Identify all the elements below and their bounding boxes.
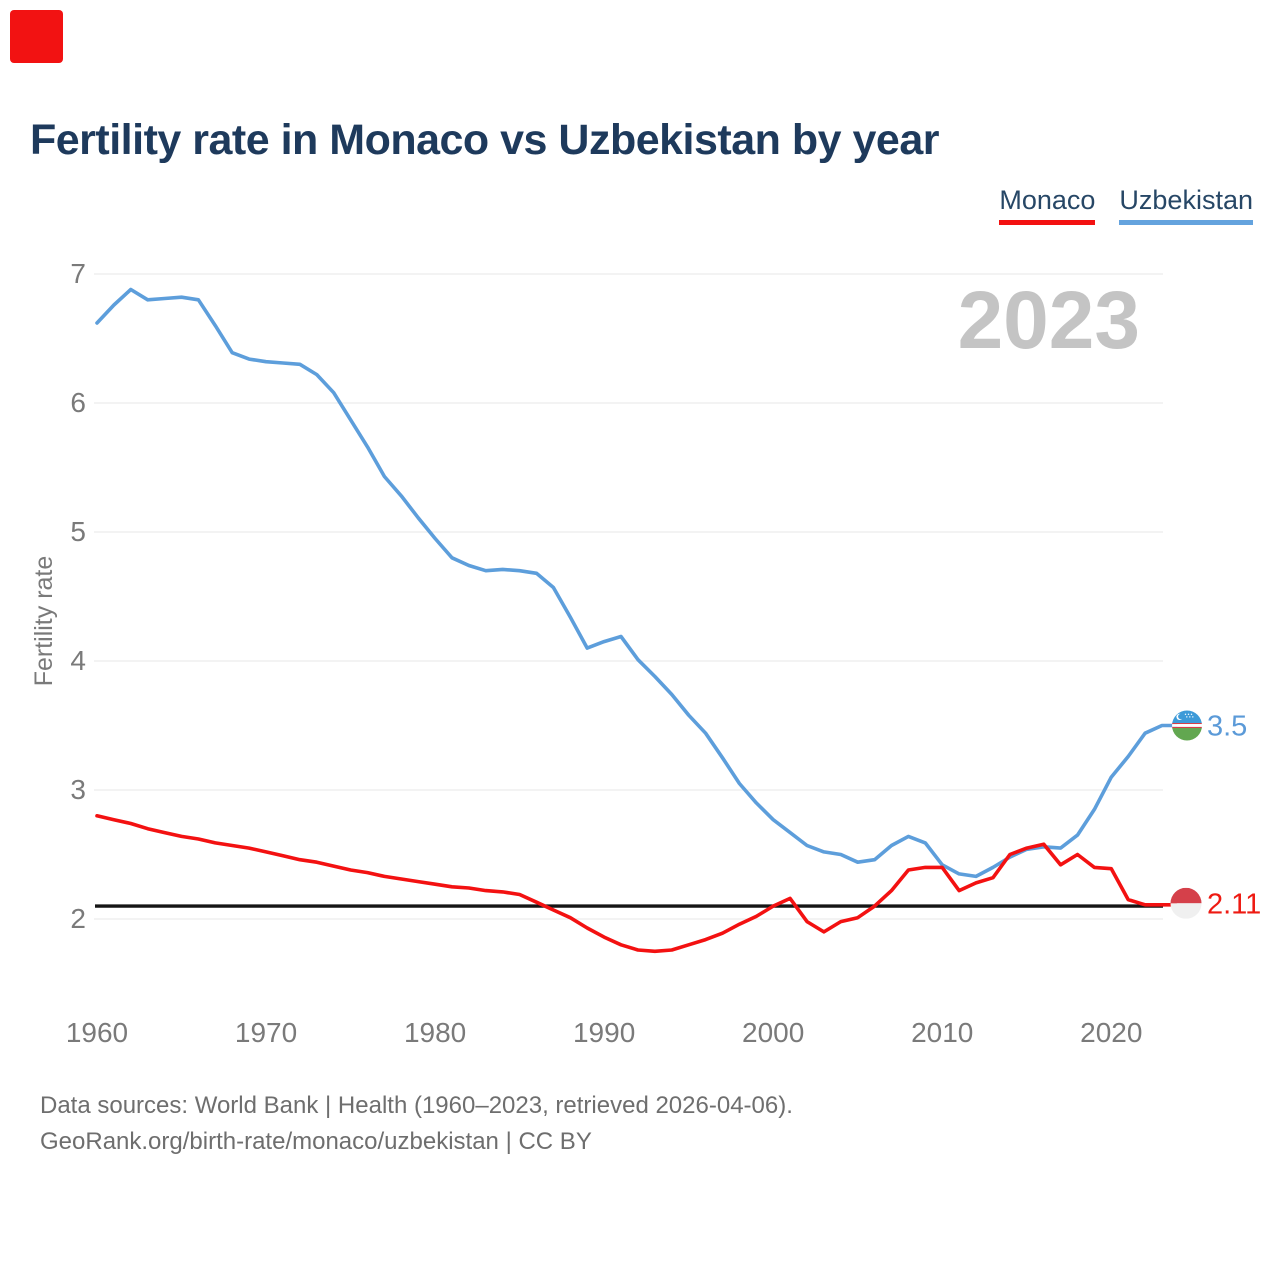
footer-attribution-line: GeoRank.org/birth-rate/monaco/uzbekistan… bbox=[40, 1128, 592, 1155]
monaco-flag-icon bbox=[1170, 887, 1202, 919]
svg-text:2010: 2010 bbox=[911, 1017, 973, 1048]
chart-title: Fertility rate in Monaco vs Uzbekistan b… bbox=[30, 116, 939, 164]
chart-canvas: 2 3 4 5 6 7 1960 1970 1980 1990 2000 2010 2020 Fert… bbox=[30, 258, 1261, 1048]
uzbekistan-series-line bbox=[95, 287, 1178, 879]
uzbekistan-end-value-label: 3.5 bbox=[1207, 711, 1247, 743]
svg-text:1990: 1990 bbox=[573, 1017, 635, 1048]
svg-text:1970: 1970 bbox=[235, 1017, 297, 1048]
gridlines bbox=[94, 273, 1163, 920]
svg-text:5: 5 bbox=[70, 516, 86, 547]
monaco-series-line bbox=[95, 813, 1178, 954]
legend-item-monaco[interactable]: Monaco bbox=[999, 185, 1096, 225]
monaco-end-value-label: 2.11 bbox=[1207, 888, 1261, 920]
svg-text:3: 3 bbox=[70, 774, 86, 805]
x-axis-tick-labels: 1960 1970 1980 1990 2000 2010 2020 bbox=[66, 1017, 1143, 1048]
y-axis-tick-labels: 2 3 4 5 6 7 bbox=[70, 258, 86, 934]
uzbekistan-flag-icon bbox=[1172, 710, 1202, 741]
legend: Monaco Uzbekistan bbox=[999, 185, 1253, 225]
svg-text:7: 7 bbox=[70, 258, 86, 289]
footer-sources-line: Data sources: World Bank | Health (1960–… bbox=[40, 1092, 793, 1119]
svg-text:2000: 2000 bbox=[742, 1017, 804, 1048]
svg-text:1980: 1980 bbox=[404, 1017, 466, 1048]
red-square-marker bbox=[10, 10, 63, 63]
svg-text:2: 2 bbox=[70, 903, 86, 934]
svg-text:4: 4 bbox=[70, 645, 86, 676]
y-axis-title: Fertility rate bbox=[30, 556, 58, 687]
svg-text:2020: 2020 bbox=[1080, 1017, 1142, 1048]
svg-text:1960: 1960 bbox=[66, 1017, 128, 1048]
legend-item-uzbekistan[interactable]: Uzbekistan bbox=[1119, 185, 1253, 225]
svg-text:6: 6 bbox=[70, 387, 86, 418]
footer: Data sources: World Bank | Health (1960–… bbox=[40, 1088, 793, 1160]
watermark-year: 2023 bbox=[958, 275, 1140, 366]
